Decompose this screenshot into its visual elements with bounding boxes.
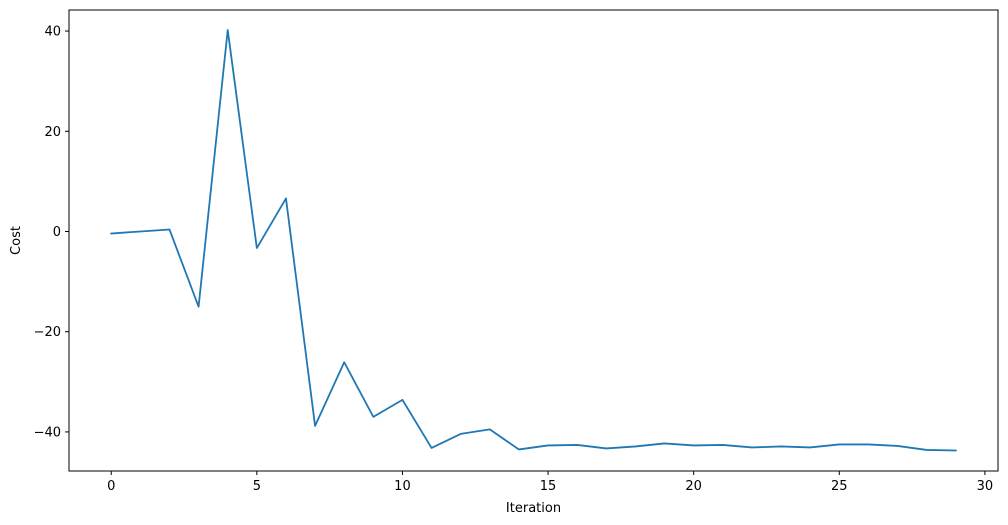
x-tick-label-3: 15 bbox=[540, 479, 557, 494]
y-tick-label-2: 0 bbox=[53, 225, 61, 240]
axes-frame bbox=[68, 9, 999, 472]
x-tick-label-0: 0 bbox=[107, 479, 115, 494]
axes: 0 5 10 15 20 25 30 −40 −20 0 20 40 bbox=[34, 9, 999, 494]
x-tick-label-1: 5 bbox=[253, 479, 261, 494]
x-tick-label-6: 30 bbox=[977, 479, 994, 494]
y-tick-label-4: 40 bbox=[44, 25, 61, 40]
y-tick-label-1: −20 bbox=[34, 325, 61, 340]
plot-area bbox=[110, 29, 957, 452]
x-tick-label-2: 10 bbox=[394, 479, 411, 494]
y-tick-label-0: −40 bbox=[34, 425, 61, 440]
x-tick-label-4: 20 bbox=[685, 479, 702, 494]
x-tick-label-5: 25 bbox=[831, 479, 848, 494]
y-tick-label-3: 20 bbox=[44, 125, 61, 140]
x-axis-label: Iteration bbox=[506, 501, 561, 516]
y-axis-label: Cost bbox=[9, 226, 24, 255]
series-line-0 bbox=[110, 29, 957, 452]
